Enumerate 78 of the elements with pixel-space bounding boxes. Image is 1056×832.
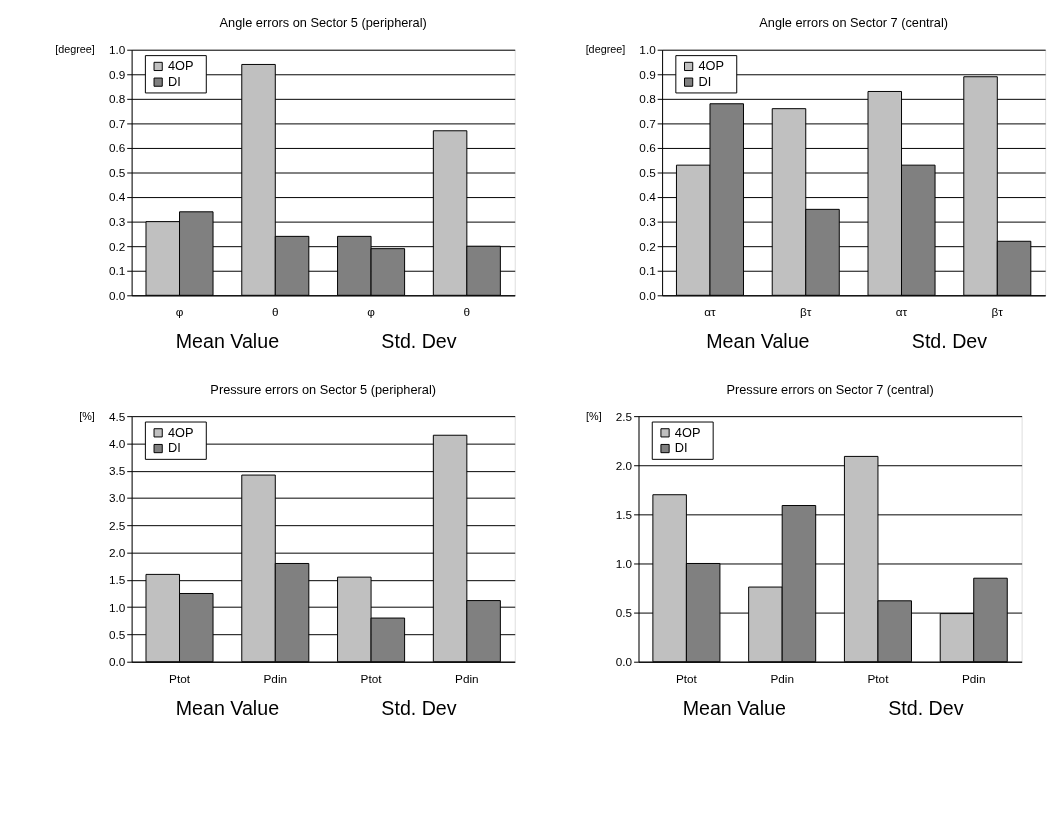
chart-title: Angle errors on Sector 7 (central) — [759, 15, 949, 31]
text: Std. Dev — [381, 330, 457, 353]
y-tick-label: 2.0 — [108, 545, 126, 559]
y-tick-label: 0.5 — [108, 165, 126, 179]
y-tick-label: 0.2 — [108, 239, 126, 253]
chart-title: Pressure errors on Sector 5 (peripheral) — [210, 381, 436, 397]
x-tick-label: Ptot — [169, 671, 191, 685]
y-tick-label: 1.5 — [615, 507, 633, 521]
y-tick-label: 3.5 — [108, 464, 126, 478]
y-tick-label: 1.5 — [108, 573, 126, 587]
y-tick-label: 0.0 — [108, 655, 126, 669]
y-tick-label: 0.0 — [108, 288, 126, 302]
y-tick-label: 4.0 — [108, 436, 126, 450]
legend-label: DI — [167, 440, 181, 456]
text: Std. Dev — [888, 696, 964, 719]
y-tick-label: 1.0 — [639, 43, 657, 57]
x-tick-label: θ — [463, 305, 471, 319]
x-tick-label: Ptot — [867, 671, 890, 685]
y-tick-label: 0.7 — [108, 116, 126, 130]
y-tick-label: 0.8 — [108, 92, 126, 106]
y-tick-label: 0.6 — [108, 141, 126, 155]
x-tick-label: Pdin — [961, 671, 986, 685]
legend-label: 4OP — [674, 424, 701, 440]
x-tick-label: Pdin — [263, 671, 288, 685]
legend-label: DI — [674, 440, 688, 456]
y-tick-label: 0.6 — [639, 141, 657, 155]
y-tick-label: 2.5 — [108, 518, 126, 532]
y-tick-label: 0.4 — [639, 190, 657, 204]
x-tick-label: βτ — [800, 305, 812, 319]
x-tick-label: Pdin — [770, 671, 794, 685]
chart-title: Pressure errors on Sector 7 (central) — [726, 381, 934, 397]
y-tick-label: 0.9 — [108, 67, 126, 81]
y-tick-label: 0.5 — [615, 606, 633, 620]
y-tick-label: 0.7 — [639, 116, 656, 130]
y-tick-label: 0.2 — [639, 239, 656, 253]
y-tick-label: 0.0 — [615, 655, 633, 669]
x-tick-label: θ — [272, 305, 279, 319]
y-tick-label: 0.4 — [108, 190, 126, 204]
y-tick-label: 1.0 — [615, 556, 633, 570]
legend-label: DI — [698, 74, 712, 90]
x-tick-label: ατ — [895, 305, 908, 319]
y-tick-label: 0.1 — [108, 264, 126, 278]
x-tick-label: βτ — [991, 305, 1004, 319]
y-tick-label: 0.1 — [639, 264, 656, 278]
y-tick-label: 0.8 — [639, 92, 657, 106]
text: Std. Dev — [381, 696, 457, 719]
y-axis-title: [%] — [79, 409, 95, 422]
x-tick-label: ατ — [704, 305, 717, 319]
y-tick-label: 0.3 — [108, 215, 126, 229]
y-tick-label: 0.3 — [639, 215, 657, 229]
y-axis-title: [degree] — [585, 43, 626, 56]
x-tick-label: φ — [367, 305, 376, 319]
legend-label: 4OP — [167, 58, 194, 74]
legend-label: 4OP — [167, 424, 194, 440]
y-tick-label: 2.5 — [615, 409, 633, 423]
y-tick-label: 0.9 — [639, 67, 656, 81]
legend-label: DI — [167, 74, 181, 90]
y-tick-label: 0.5 — [108, 627, 126, 641]
y-tick-label: 1.0 — [108, 43, 126, 57]
chart-title: Angle errors on Sector 5 (peripheral) — [219, 15, 427, 31]
y-tick-label: 3.0 — [108, 491, 126, 505]
y-tick-label: 4.5 — [108, 409, 126, 423]
x-tick-label: Pdin — [455, 671, 479, 685]
text: Std. Dev — [911, 330, 988, 353]
text: Mean Value — [175, 696, 280, 719]
x-tick-label: Ptot — [360, 671, 383, 685]
y-tick-label: 0.0 — [639, 288, 657, 302]
x-tick-label: Ptot — [675, 671, 698, 685]
y-tick-label: 2.0 — [615, 458, 633, 472]
y-axis-title: [degree] — [55, 43, 95, 56]
y-tick-label: 0.5 — [639, 165, 657, 179]
x-tick-label: φ — [175, 305, 184, 319]
y-tick-label: 1.0 — [108, 600, 126, 614]
text: Mean Value — [706, 330, 810, 353]
legend-label: 4OP — [698, 58, 724, 74]
y-axis-title: [%] — [586, 409, 602, 422]
text: Mean Value — [682, 696, 787, 719]
text: Mean Value — [175, 330, 280, 353]
